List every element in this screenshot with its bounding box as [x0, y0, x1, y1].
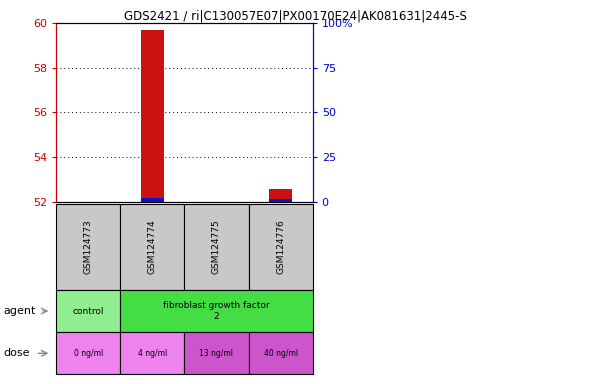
Text: 4 ng/ml: 4 ng/ml	[137, 349, 167, 358]
Text: GSM124776: GSM124776	[276, 219, 285, 274]
Text: dose: dose	[3, 348, 30, 358]
Text: GSM124773: GSM124773	[84, 219, 93, 274]
Text: fibroblast growth factor
2: fibroblast growth factor 2	[163, 301, 270, 321]
Text: GSM124774: GSM124774	[148, 219, 157, 274]
Bar	[141, 30, 163, 202]
Text: control: control	[73, 306, 104, 316]
Bar	[141, 198, 163, 202]
Text: agent: agent	[3, 306, 35, 316]
Bar	[270, 199, 292, 202]
Text: GSM124775: GSM124775	[212, 219, 221, 274]
Text: 13 ng/ml: 13 ng/ml	[199, 349, 234, 358]
Text: 0 ng/ml: 0 ng/ml	[74, 349, 103, 358]
Bar	[270, 189, 292, 202]
Text: GDS2421 / ri|C130057E07|PX00170E24|AK081631|2445-S: GDS2421 / ri|C130057E07|PX00170E24|AK081…	[123, 10, 467, 23]
Text: 40 ng/ml: 40 ng/ml	[264, 349, 298, 358]
